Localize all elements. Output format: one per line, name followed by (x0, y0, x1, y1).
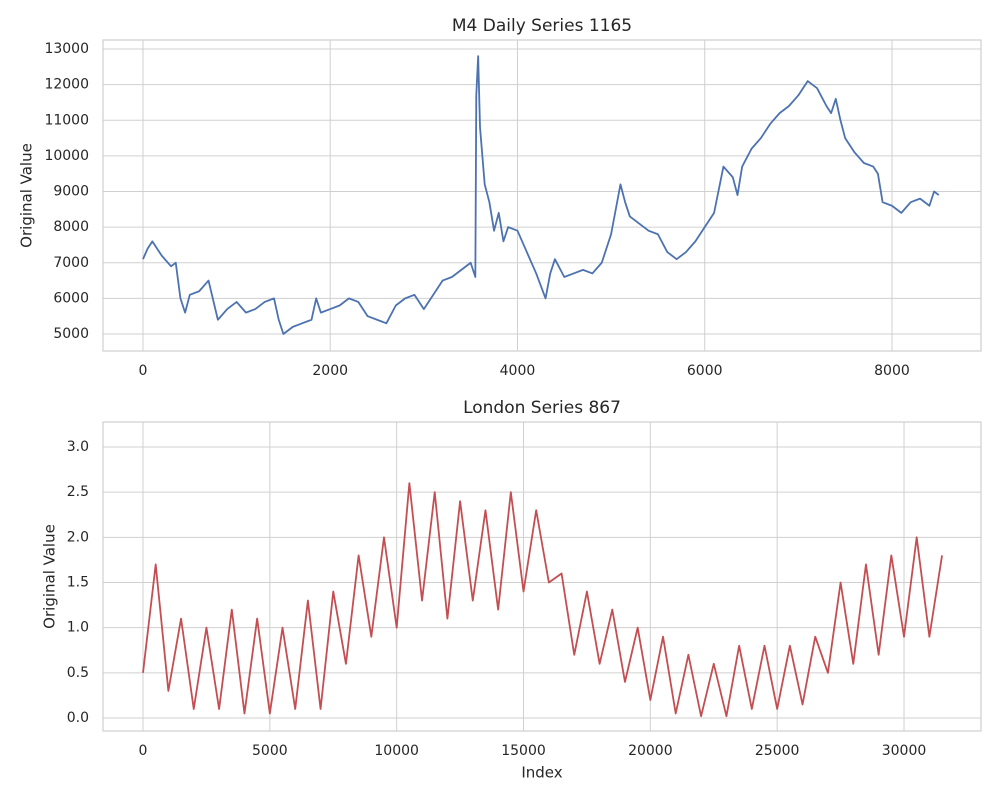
x-tick-label: 8000 (874, 363, 910, 379)
x-tick-label: 20000 (628, 743, 673, 759)
subplot: 0 5000 10000 15000 20000 25000 30000 0.0 0.5 1.0 1… (41, 398, 982, 782)
plot-area (103, 422, 981, 731)
y-tick-label: 2.0 (67, 529, 89, 545)
x-tick-label: 0 (139, 363, 148, 379)
chart-title: London Series 867 (463, 398, 621, 418)
axes-frame (102, 421, 982, 732)
y-tick-label: 9000 (53, 184, 89, 200)
axes-frame (102, 39, 982, 352)
y-tick-label: 1.0 (67, 620, 89, 636)
y-tick-label: 0.0 (67, 710, 89, 726)
y-tick-label: 7000 (53, 255, 89, 271)
x-axis-label: Index (521, 764, 562, 782)
x-tick-label: 15000 (501, 743, 546, 759)
x-tick-label: 6000 (687, 363, 723, 379)
x-tick-label: 2000 (312, 363, 348, 379)
y-tick-label: 13000 (44, 41, 89, 57)
y-tick-label: 10000 (44, 148, 89, 164)
series-line (142, 55, 940, 335)
series-line (142, 482, 943, 718)
y-tick-label: 5000 (53, 326, 89, 342)
x-tick-label: 10000 (374, 743, 419, 759)
x-tick-label: 0 (139, 743, 148, 759)
y-tick-label: 1.5 (67, 575, 89, 591)
y-axis-label: Original Value (41, 524, 59, 629)
x-tick-label: 5000 (252, 743, 288, 759)
y-tick-label: 0.5 (67, 665, 89, 681)
chart-title: M4 Daily Series 1165 (452, 16, 632, 36)
y-tick-label: 8000 (53, 219, 89, 235)
y-tick-label: 2.5 (67, 484, 89, 500)
x-tick-label: 4000 (500, 363, 536, 379)
y-axis-label: Original Value (18, 143, 36, 248)
y-tick-label: 3.0 (67, 439, 89, 455)
y-tick-label: 6000 (53, 290, 89, 306)
y-tick-label: 12000 (44, 77, 89, 93)
plot-area (103, 40, 981, 351)
x-tick-label: 30000 (882, 743, 927, 759)
x-tick-label: 25000 (755, 743, 800, 759)
subplot: 0 2000 4000 6000 8000 5000 6000 7000 8000 9000 100… (18, 16, 982, 379)
y-tick-label: 11000 (44, 112, 89, 128)
